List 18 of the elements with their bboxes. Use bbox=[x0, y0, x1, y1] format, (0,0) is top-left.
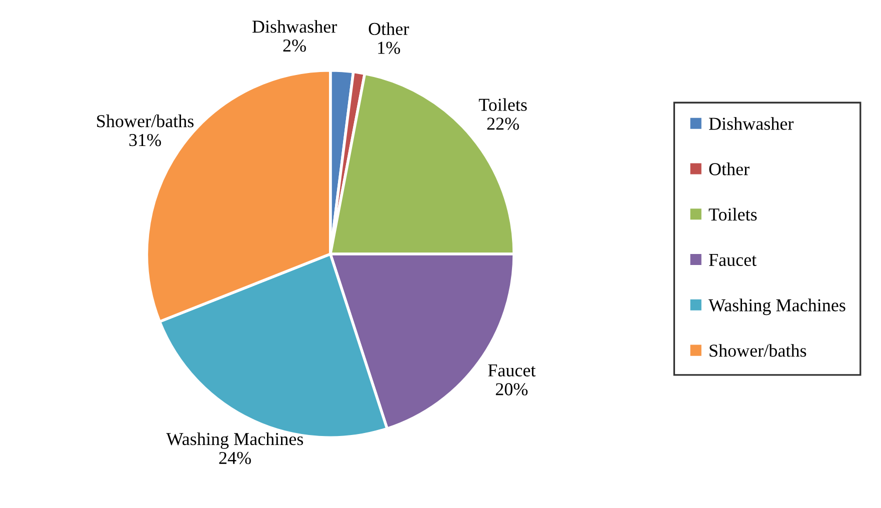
slice-label: Toilets bbox=[478, 98, 527, 111]
slice-label: Other bbox=[368, 22, 410, 36]
legend-label: Other bbox=[709, 162, 750, 176]
legend-label: Dishwasher bbox=[709, 117, 794, 130]
slice-label: Faucet bbox=[488, 364, 536, 376]
slice-label: Shower/baths bbox=[97, 114, 194, 128]
data-label: 1% bbox=[378, 42, 400, 54]
legend-label: Toilets bbox=[708, 208, 757, 221]
legend-label: Faucet bbox=[709, 254, 757, 266]
slice-label: Dishwasher bbox=[252, 20, 337, 33]
data-label: 2% bbox=[283, 39, 306, 52]
legend-label: Shower/baths bbox=[710, 344, 806, 357]
data-label: 31% bbox=[129, 134, 161, 146]
data-label: 20% bbox=[496, 383, 528, 396]
data-label: 22% bbox=[487, 118, 519, 130]
data-label: 24% bbox=[219, 452, 251, 464]
legend-label: Washing Machines bbox=[708, 298, 846, 316]
slice-label: Washing Machines bbox=[166, 432, 304, 449]
